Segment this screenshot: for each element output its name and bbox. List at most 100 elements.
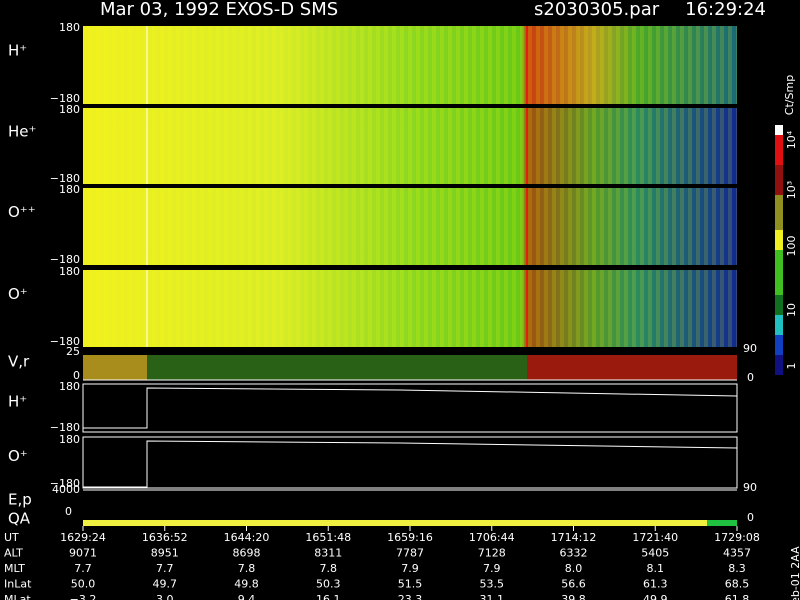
cb: [775, 250, 783, 295]
cb-tick: 10³: [785, 181, 798, 199]
tick: 180: [59, 21, 80, 34]
cb-unit: Ct/Smp: [783, 75, 796, 115]
cb-tick: 1: [785, 363, 798, 370]
sep: [83, 184, 737, 188]
tick: 180: [59, 433, 80, 446]
cb: [775, 315, 783, 335]
cell: 3.0: [156, 593, 174, 600]
colorbar: [775, 125, 783, 375]
trace: [83, 440, 738, 488]
cell: 50.3: [316, 578, 341, 591]
cell: 1629:24: [60, 531, 106, 544]
cell: 9.4: [238, 593, 256, 600]
cell: 61.8: [725, 593, 750, 600]
cell: 1644:20: [224, 531, 270, 544]
tick: 90: [743, 481, 757, 494]
cell: 9071: [69, 547, 97, 560]
cell: 1729:08: [714, 531, 760, 544]
tick: 4000: [52, 483, 80, 496]
time: 16:29:24: [685, 0, 766, 20]
sep: [83, 104, 737, 108]
row-label: MLT: [4, 562, 25, 575]
tick: −180: [50, 477, 80, 490]
row-label: UT: [4, 531, 19, 544]
cell: 4357: [723, 547, 751, 560]
qa-bar: [707, 520, 737, 526]
vr-band: [83, 355, 147, 380]
cell: 8.3: [728, 562, 746, 575]
cell: 1706:44: [469, 531, 515, 544]
panel-label: O⁺⁺: [8, 203, 36, 221]
cell: 8698: [233, 547, 261, 560]
cell: 7.9: [483, 562, 501, 575]
cell: 8951: [151, 547, 179, 560]
cb: [775, 125, 783, 135]
cell: 8311: [314, 547, 342, 560]
tick: 25: [66, 345, 80, 358]
panel-label: QA: [8, 510, 31, 528]
cell: 1721:40: [632, 531, 678, 544]
tick: 90: [743, 342, 757, 355]
tick: 0: [747, 371, 754, 384]
cb: [775, 165, 783, 195]
spectrograms: [83, 26, 737, 347]
tick: 180: [59, 265, 80, 278]
tick: 180: [59, 183, 80, 196]
row-label: InLat: [4, 578, 32, 591]
row-label: MLat: [4, 593, 31, 600]
frame: [82, 436, 738, 489]
cell: 7128: [478, 547, 506, 560]
cb: [775, 195, 783, 230]
cb: [775, 355, 783, 375]
cell: 68.5: [725, 578, 750, 591]
panel-label: V,r: [8, 353, 30, 371]
cb: [775, 295, 783, 315]
tick: −180: [50, 92, 80, 105]
vr-band: [527, 355, 737, 380]
cell: 7787: [396, 547, 424, 560]
cell: 16.1: [316, 593, 341, 600]
cb-tick: 10: [785, 303, 798, 317]
version: Feb-01 2AA: [789, 546, 800, 600]
tick: 0: [65, 505, 72, 518]
tick: −180: [50, 335, 80, 348]
cell: 7.8: [238, 562, 256, 575]
line-panels: [82, 383, 738, 526]
cell: 1636:52: [142, 531, 188, 544]
cell: 61.3: [643, 578, 668, 591]
cb: [775, 230, 783, 250]
file: s2030305.par: [534, 0, 660, 20]
tick: 0: [747, 511, 754, 524]
panel-label: E,p: [8, 491, 32, 509]
cell: 7.7: [74, 562, 92, 575]
cell: 8.1: [647, 562, 665, 575]
tick: −180: [50, 421, 80, 434]
title: Mar 03, 1992 EXOS-D SMS: [100, 0, 338, 20]
cell: 49.8: [234, 578, 259, 591]
cell: 49.9: [643, 593, 668, 600]
tick: 180: [59, 380, 80, 393]
cell: 51.5: [398, 578, 423, 591]
cell: 56.6: [561, 578, 586, 591]
cell: 6332: [560, 547, 588, 560]
cell: 39.8: [561, 593, 586, 600]
cell: 1651:48: [305, 531, 351, 544]
cb: [775, 135, 783, 165]
cell: 53.5: [480, 578, 505, 591]
cell: 7.9: [401, 562, 419, 575]
panel-label: H⁺: [8, 42, 27, 60]
row-label: ALT: [4, 547, 23, 560]
panel-label: O⁺: [8, 447, 28, 465]
cell: 8.0: [565, 562, 583, 575]
panel-label: H⁺: [8, 393, 27, 411]
tick: 180: [59, 103, 80, 116]
cell: 7.8: [320, 562, 338, 575]
sep: [83, 265, 737, 270]
cell: −3.2: [70, 593, 97, 600]
cb-tick: 100: [785, 236, 798, 257]
panel-label: He⁺: [8, 123, 36, 141]
cell: 49.7: [153, 578, 178, 591]
vr: [83, 355, 737, 381]
cell: 1714:12: [551, 531, 597, 544]
